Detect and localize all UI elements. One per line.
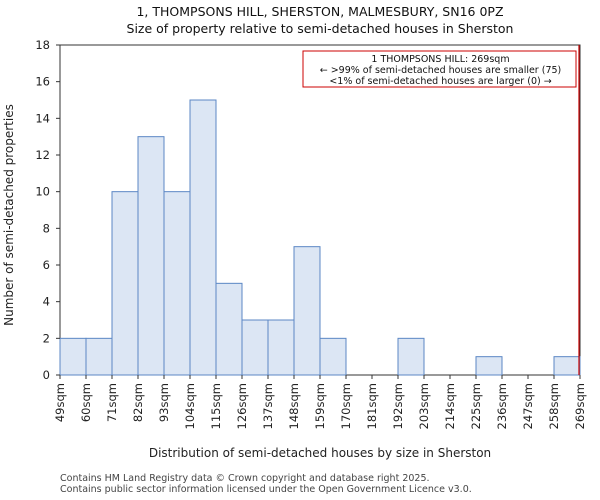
chart-subtitle: Size of property relative to semi-detach… xyxy=(127,21,514,36)
bars xyxy=(59,99,581,376)
y-tick-label: 16 xyxy=(35,75,50,89)
x-tick-label: 71sqm xyxy=(105,383,119,422)
bar xyxy=(293,246,321,376)
property-marker: 1 THOMPSONS HILL: 269sqm← >99% of semi-d… xyxy=(302,45,580,375)
x-ticks: 49sqm 60sqm 71sqm 82sqm 93sqm 104sqm 115sqm 126… xyxy=(53,375,587,429)
x-tick-label: 115sqm xyxy=(209,383,223,429)
x-tick-label: 181sqm xyxy=(365,383,379,429)
x-tick-label: 137sqm xyxy=(261,383,275,429)
annotation-line: ← >99% of semi-detached houses are small… xyxy=(320,65,562,76)
x-tick-label: 148sqm xyxy=(287,383,301,429)
x-tick-label: 82sqm xyxy=(131,383,145,422)
y-tick-label: 2 xyxy=(43,331,50,345)
bar xyxy=(85,337,113,376)
x-axis-label: Distribution of semi-detached houses by … xyxy=(149,446,491,460)
x-tick-label: 170sqm xyxy=(339,383,353,429)
x-tick-label: 93sqm xyxy=(157,383,171,422)
bar xyxy=(397,337,425,376)
x-tick-label: 236sqm xyxy=(495,383,509,429)
y-tick-label: 6 xyxy=(43,258,50,272)
bar xyxy=(111,191,139,376)
x-tick-label: 159sqm xyxy=(313,383,327,429)
y-tick-label: 12 xyxy=(35,148,50,162)
bar xyxy=(267,319,295,376)
y-tick-label: 10 xyxy=(35,185,50,199)
bar xyxy=(553,356,581,376)
x-tick-label: 269sqm xyxy=(573,383,587,429)
bar xyxy=(475,356,503,376)
y-axis-label: Number of semi-detached properties xyxy=(2,104,16,326)
bar xyxy=(215,282,243,376)
x-tick-label: 104sqm xyxy=(183,383,197,429)
y-ticks: 0 2 4 6 8 10 12 14 16 18 xyxy=(35,38,60,382)
footer-copyright: Contains HM Land Registry data © Crown c… xyxy=(60,473,430,484)
x-tick-label: 214sqm xyxy=(443,383,457,429)
x-tick-label: 126sqm xyxy=(235,383,249,429)
x-tick-label: 247sqm xyxy=(521,383,535,429)
chart-title: 1, THOMPSONS HILL, SHERSTON, MALMESBURY,… xyxy=(136,4,503,19)
x-tick-label: 192sqm xyxy=(391,383,405,429)
x-tick-label: 258sqm xyxy=(547,383,561,429)
bar xyxy=(163,191,191,376)
annotation-line: 1 THOMPSONS HILL: 269sqm xyxy=(371,54,509,65)
bar xyxy=(189,99,217,376)
y-tick-label: 18 xyxy=(35,38,50,52)
x-tick-label: 60sqm xyxy=(79,383,93,422)
annotation-line: <1% of semi-detached houses are larger (… xyxy=(329,76,551,87)
x-tick-label: 225sqm xyxy=(469,383,483,429)
bar xyxy=(241,319,269,376)
footer-licence: Contains public sector information licen… xyxy=(60,484,472,495)
x-tick-label: 203sqm xyxy=(417,383,431,429)
y-tick-label: 8 xyxy=(43,221,50,235)
x-tick-label: 49sqm xyxy=(53,383,67,422)
y-tick-label: 0 xyxy=(43,368,50,382)
bar xyxy=(319,337,347,376)
bar xyxy=(59,337,87,376)
bar xyxy=(137,136,165,376)
annotation-box xyxy=(302,50,577,88)
y-tick-label: 4 xyxy=(43,295,50,309)
y-tick-label: 14 xyxy=(35,111,50,125)
